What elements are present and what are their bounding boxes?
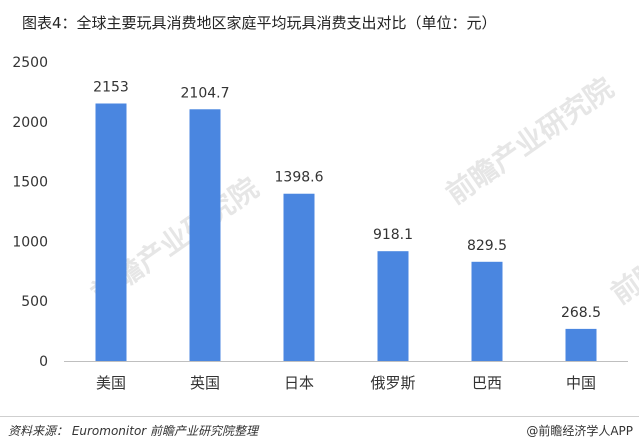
watermark-text: 前瞻产业研究院 — [440, 71, 619, 210]
bar — [377, 251, 409, 361]
bar — [283, 193, 315, 361]
bar — [189, 109, 221, 361]
footer: 资料来源： Euromonitor 前瞻产业研究院整理 @前瞻经济学人APP — [0, 416, 639, 443]
y-tick-label: 1000 — [12, 234, 48, 250]
data-label: 1398.6 — [275, 170, 324, 186]
y-tick-label: 500 — [21, 294, 48, 310]
bar — [471, 261, 503, 361]
bars: 2153 美国 2104.7 英国 1398.6 日本 918.1 俄罗斯 829.5 巴西 268… — [93, 80, 601, 392]
y-tick-label: 2000 — [12, 115, 48, 131]
data-label: 2104.7 — [181, 85, 230, 101]
bar — [565, 328, 597, 361]
brand-credit: @前瞻经济学人APP — [526, 424, 633, 438]
source-note: 资料来源： Euromonitor 前瞻产业研究院整理 — [8, 424, 259, 438]
chart-title: 图表4：全球主要玩具消费地区家庭平均玩具消费支出对比（单位：元） — [22, 14, 497, 32]
y-tick-label: 2500 — [12, 55, 48, 71]
watermark-text: 前瞻产业研究院 — [605, 171, 639, 310]
data-label: 268.5 — [561, 305, 601, 321]
x-tick-label: 俄罗斯 — [370, 374, 415, 392]
x-tick-label: 中国 — [566, 374, 596, 392]
data-label: 2153 — [93, 80, 129, 96]
y-tick-label: 1500 — [12, 175, 48, 191]
y-tick-label: 0 — [39, 354, 48, 370]
x-tick-label: 巴西 — [472, 374, 502, 392]
bar — [95, 103, 127, 362]
data-label: 829.5 — [467, 238, 507, 254]
x-tick-label: 美国 — [96, 374, 126, 392]
y-axis: 0 500 1000 1500 2000 2500 — [12, 55, 48, 370]
x-tick-label: 英国 — [190, 374, 220, 392]
data-label: 918.1 — [373, 227, 413, 243]
x-tick-label: 日本 — [284, 374, 314, 392]
